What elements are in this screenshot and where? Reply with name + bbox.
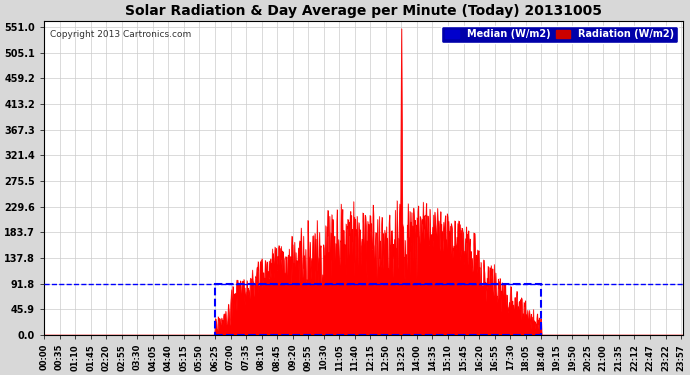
Text: Copyright 2013 Cartronics.com: Copyright 2013 Cartronics.com [50, 30, 192, 39]
Title: Solar Radiation & Day Average per Minute (Today) 20131005: Solar Radiation & Day Average per Minute… [125, 4, 602, 18]
Legend: Median (W/m2), Radiation (W/m2): Median (W/m2), Radiation (W/m2) [441, 26, 678, 44]
